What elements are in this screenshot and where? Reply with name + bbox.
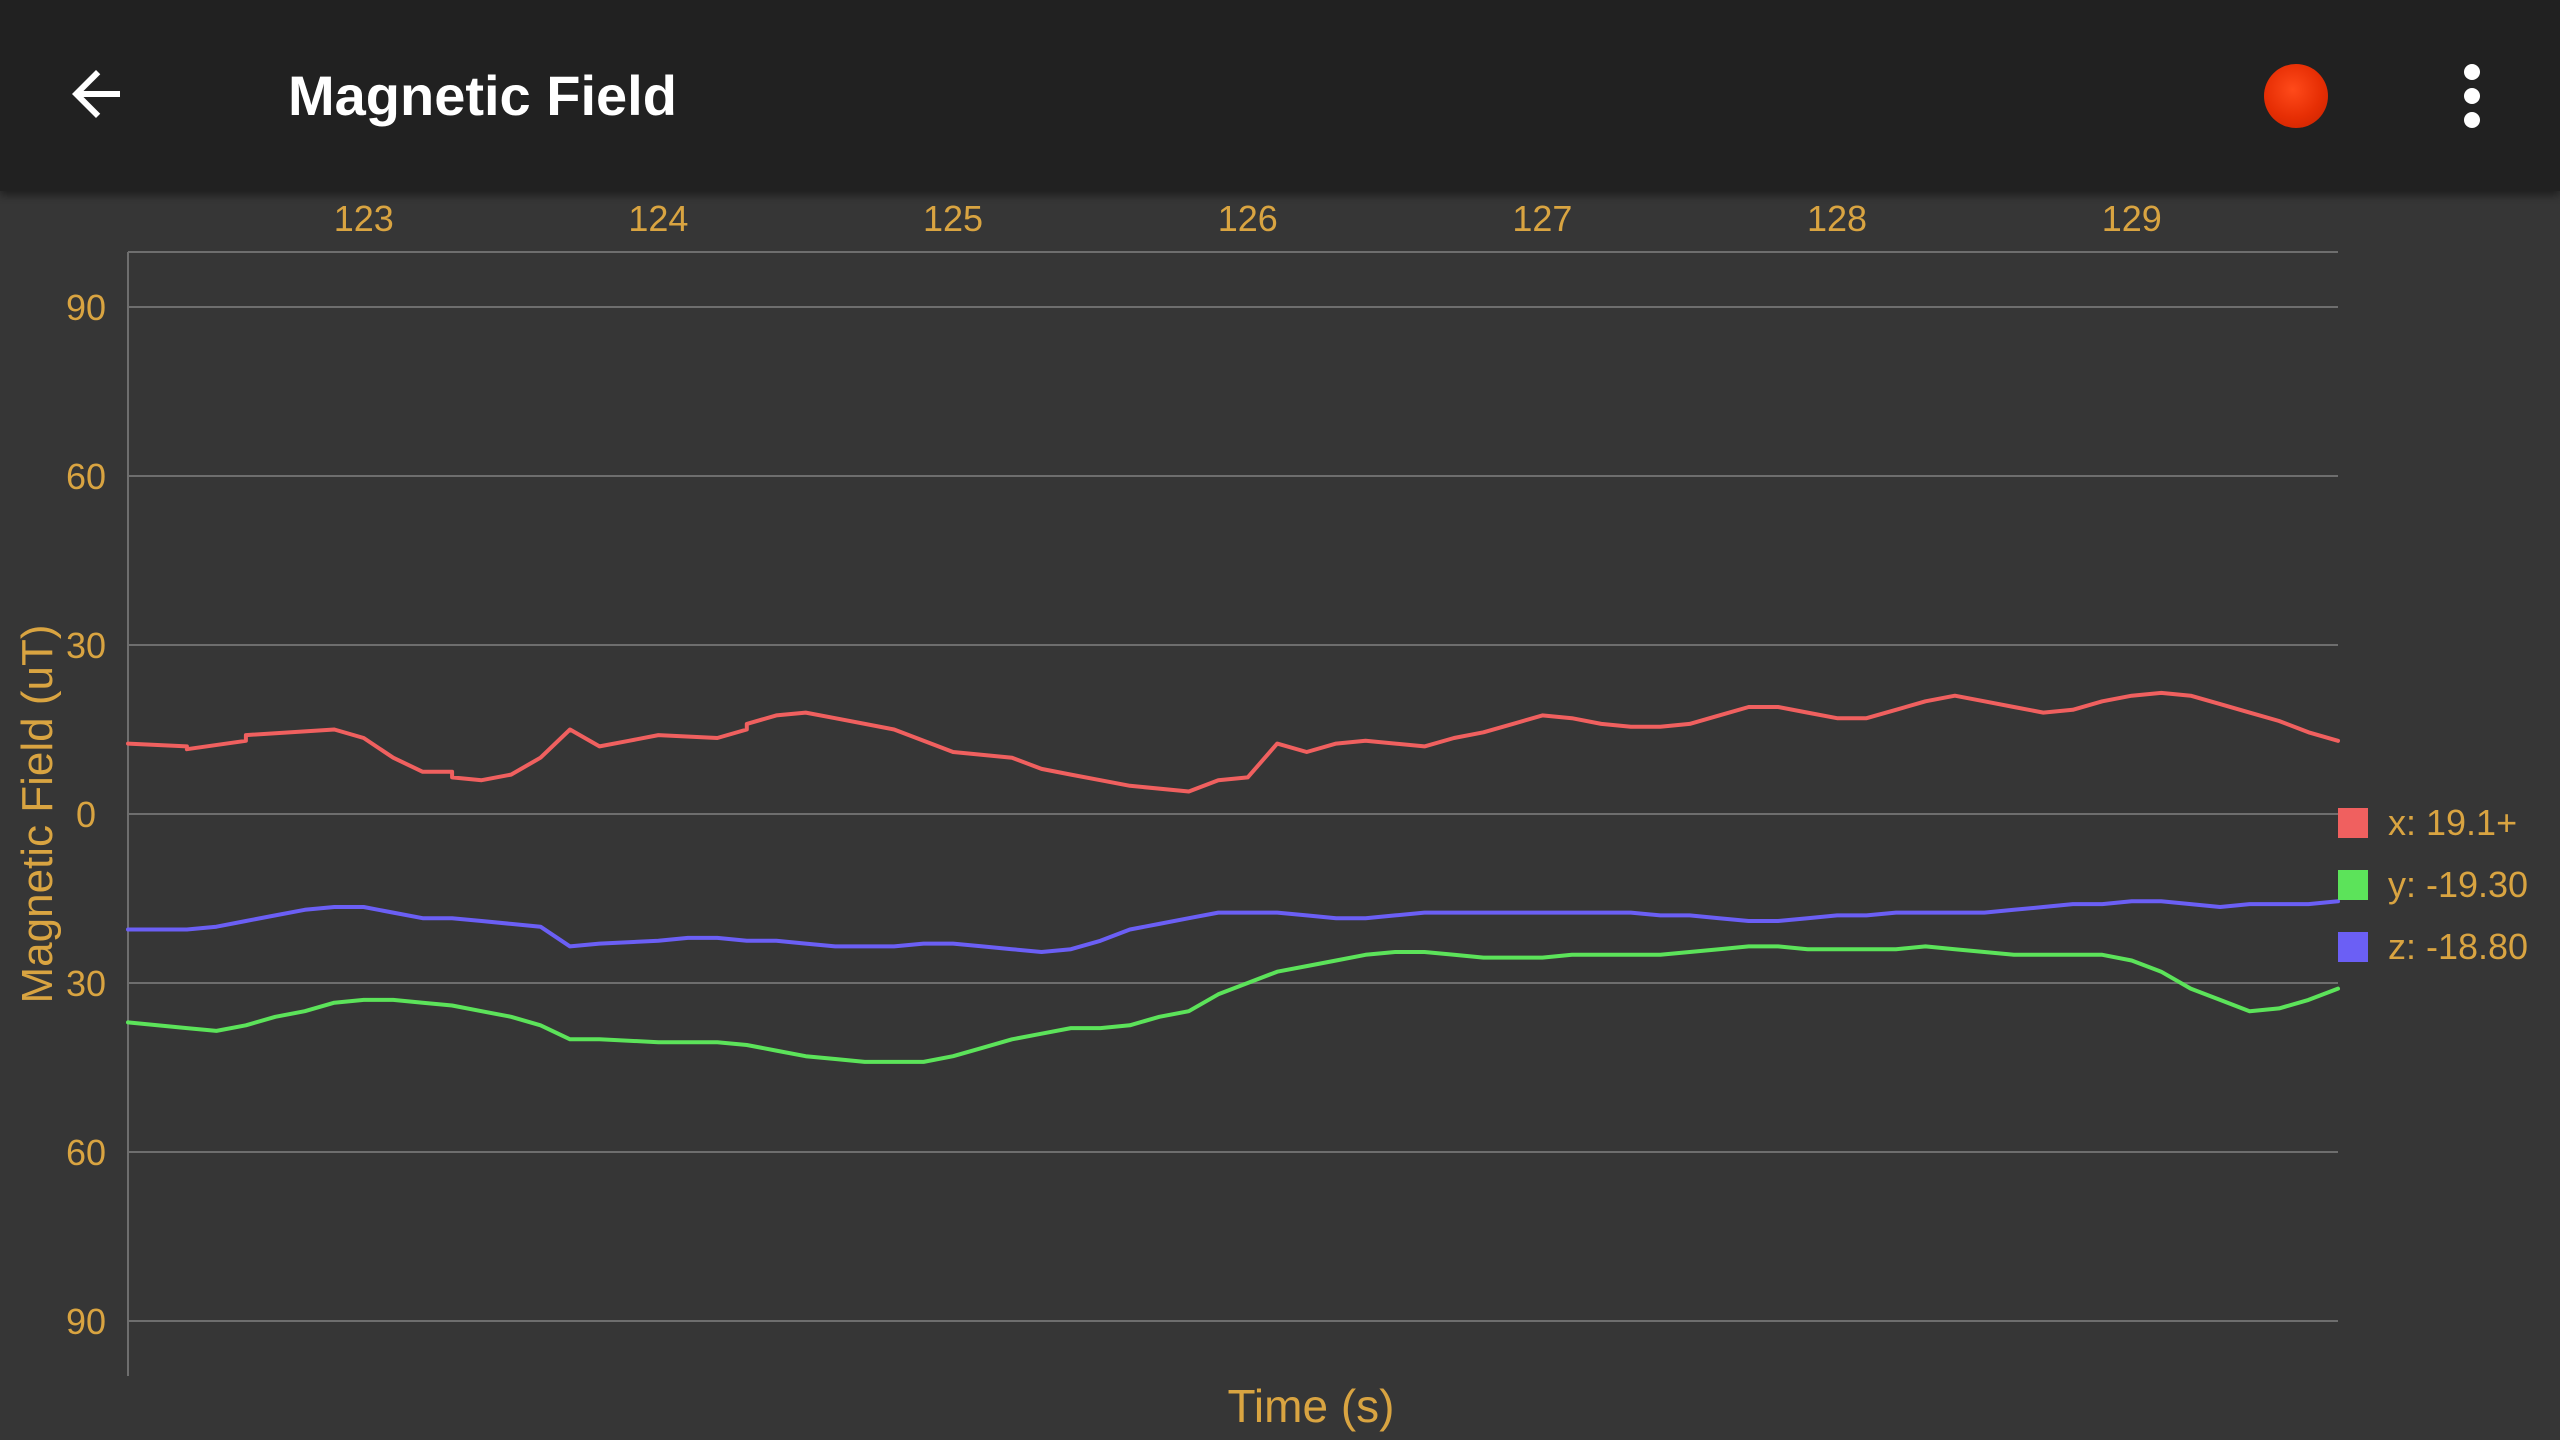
chart-legend: x: 19.1+ y: -19.30 z: -18.80	[2338, 792, 2528, 978]
x-tick-label: 126	[1218, 198, 1278, 239]
axis-layer: 90 60 30 0 30 60 90 123 124 125 126 127 128 129 Time (…	[13, 198, 2162, 1432]
series-line-y	[126, 944, 2340, 1064]
x-axis-title: Time (s)	[1228, 1380, 1395, 1432]
grid-layer	[127, 251, 2338, 1376]
x-tick-label: 124	[628, 198, 688, 239]
legend-label-y: y: -19.30	[2388, 864, 2529, 905]
x-tick-label: 128	[1807, 198, 1867, 239]
x-tick-label: 123	[334, 198, 394, 239]
y-tick-label: 90	[66, 1301, 106, 1342]
legend-swatch-x	[2338, 808, 2368, 838]
x-tick-label: 129	[2102, 198, 2162, 239]
more-vertical-icon	[2464, 64, 2480, 80]
legend-swatch-y	[2338, 870, 2368, 900]
series-line-x	[126, 690, 2340, 794]
legend-item-y: y: -19.30	[2338, 854, 2528, 916]
legend-label-z: z: -18.80	[2388, 926, 2529, 967]
series-line-z	[126, 899, 2340, 954]
arrow-left-icon	[60, 58, 132, 135]
back-button[interactable]	[40, 40, 152, 152]
series-layer	[126, 690, 2340, 1064]
y-axis-title: Magnetic Field (uT)	[13, 624, 62, 1003]
legend-label-x: x: 19.1+	[2388, 802, 2518, 843]
legend-item-x: x: 19.1+	[2338, 792, 2528, 854]
y-tick-label: 60	[66, 1132, 106, 1173]
y-tick-label: 30	[66, 625, 106, 666]
y-tick-label: 60	[66, 456, 106, 497]
x-tick-label: 127	[1512, 198, 1572, 239]
y-tick-label: 0	[76, 794, 96, 835]
page-title: Magnetic Field	[288, 64, 677, 127]
legend-item-z: z: -18.80	[2338, 916, 2528, 978]
y-tick-label: 30	[66, 963, 106, 1004]
legend-swatch-z	[2338, 932, 2368, 962]
x-tick-label: 125	[923, 198, 983, 239]
y-tick-label: 90	[66, 287, 106, 328]
overflow-menu-button[interactable]	[2432, 48, 2512, 144]
app-bar: Magnetic Field	[0, 0, 2560, 191]
record-dot-icon	[2264, 64, 2328, 128]
record-button[interactable]	[2256, 56, 2336, 136]
